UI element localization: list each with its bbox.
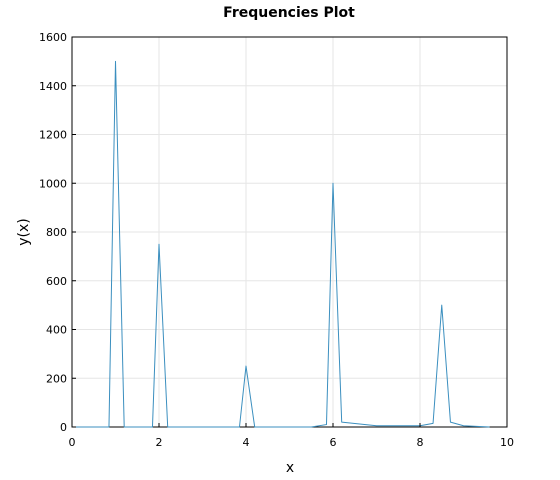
x-axis-label: x (286, 460, 294, 476)
series-point (245, 365, 246, 366)
y-axis-label: y(x) (16, 218, 32, 246)
x-tick-label: 4 (243, 436, 250, 449)
series-point (124, 426, 125, 427)
y-tick-label: 1000 (39, 177, 67, 190)
series-point (450, 422, 451, 423)
y-tick-label: 1200 (39, 129, 67, 142)
series-point (463, 425, 464, 426)
x-tick-label: 0 (69, 436, 76, 449)
series-point (115, 61, 116, 62)
series-point (489, 426, 490, 427)
series-point (254, 426, 255, 427)
series-point (376, 425, 377, 426)
series-point (326, 424, 327, 425)
series-point (108, 426, 109, 427)
x-tick-label: 8 (417, 436, 424, 449)
y-tick-label: 0 (60, 421, 67, 434)
x-tick-label: 2 (156, 436, 163, 449)
grid (72, 37, 507, 427)
x-tick-label: 6 (330, 436, 337, 449)
series-layer (71, 61, 490, 428)
series-point (332, 183, 333, 184)
y-tick-label: 1600 (39, 31, 67, 44)
y-tick-label: 1400 (39, 80, 67, 93)
y-tick-label: 800 (46, 226, 67, 239)
series-point (341, 422, 342, 423)
y-axis-ticks: 0 200 400 600 800 1000 1200 1400 1600 (39, 31, 76, 434)
series-point (152, 426, 153, 427)
series-point (441, 305, 442, 306)
y-tick-label: 400 (46, 324, 67, 337)
chart-title: Frequencies Plot (223, 5, 355, 21)
y-tick-label: 600 (46, 275, 67, 288)
series-point (432, 423, 433, 424)
series-point (239, 426, 240, 427)
series-line (72, 61, 490, 427)
x-tick-label: 10 (500, 436, 514, 449)
series-point (311, 426, 312, 427)
series-point (167, 426, 168, 427)
y-tick-label: 200 (46, 372, 67, 385)
series-point (158, 244, 159, 245)
